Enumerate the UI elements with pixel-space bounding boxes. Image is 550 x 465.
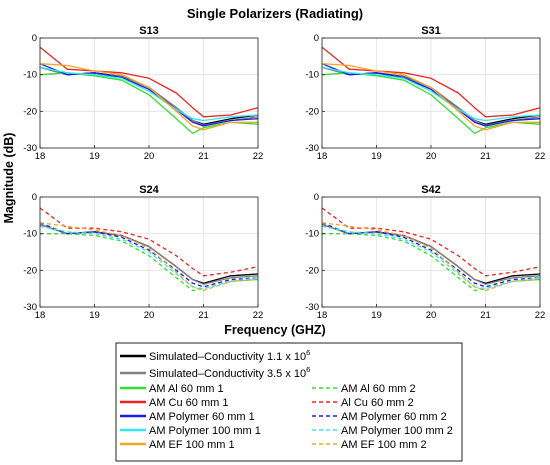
legend-label-al2: AM Al 60 mm 2 bbox=[341, 383, 416, 395]
y-tick-label: -10 bbox=[305, 70, 319, 81]
y-tick-label: -20 bbox=[23, 106, 37, 117]
legend-superscript: 6 bbox=[306, 348, 310, 357]
panel-title: S31 bbox=[421, 25, 441, 37]
x-tick-label: 22 bbox=[253, 310, 264, 321]
series-ef2 bbox=[39, 222, 259, 292]
panel-s24: 18 19 20 21 22 0 -10 -20 -30 S24 bbox=[23, 184, 263, 321]
series-cu1 bbox=[39, 46, 259, 118]
y-tick-label: 0 bbox=[314, 192, 319, 203]
legend: Simulated–Conductivity 1.1 x 106 Simulate… bbox=[115, 342, 463, 462]
y-tick-label: -30 bbox=[305, 302, 319, 313]
x-tick-label: 20 bbox=[144, 310, 155, 321]
panel-s31: 18 19 20 21 22 0 -10 -20 -30 S31 bbox=[305, 25, 545, 162]
y-tick-label: -20 bbox=[305, 106, 319, 117]
series-p1001 bbox=[321, 66, 541, 122]
legend-label-sim1: Simulated–Conductivity 1.1 x 106 bbox=[149, 348, 310, 363]
x-tick-label: 20 bbox=[426, 310, 437, 321]
series-ef2 bbox=[321, 222, 541, 292]
x-axis-label: Frequency (GHZ) bbox=[224, 323, 325, 337]
x-tick-label: 21 bbox=[480, 310, 491, 321]
series-p1001 bbox=[39, 66, 259, 122]
legend-label-sim35: Simulated–Conductivity 3.5 x 106 bbox=[149, 365, 310, 380]
panel-s13: 18 19 20 21 22 0 -10 -20 -30 S13 bbox=[23, 25, 263, 162]
legend-label-ef2: AM EF 100 mm 2 bbox=[341, 439, 427, 451]
x-tick-label: 18 bbox=[317, 310, 328, 321]
x-tick-label: 22 bbox=[253, 151, 264, 162]
y-tick-label: -10 bbox=[23, 70, 37, 81]
y-tick-label: -20 bbox=[23, 265, 37, 276]
x-tick-label: 21 bbox=[480, 151, 491, 162]
y-tick-label: -30 bbox=[23, 143, 37, 154]
series-ef1 bbox=[321, 63, 540, 131]
y-tick-label: 0 bbox=[32, 33, 37, 44]
panel-title: S42 bbox=[421, 184, 441, 196]
x-tick-label: 19 bbox=[371, 151, 382, 162]
legend-label-ef1: AM EF 100 mm 1 bbox=[149, 439, 235, 451]
x-tick-label: 20 bbox=[144, 151, 155, 162]
legend-label-al1: AM Al 60 mm 1 bbox=[149, 383, 224, 395]
x-tick-label: 21 bbox=[198, 151, 209, 162]
legend-label-p1001: AM Polymer 100 mm 1 bbox=[149, 425, 261, 437]
x-tick-label: 19 bbox=[89, 310, 100, 321]
series-cu2 bbox=[39, 207, 259, 277]
x-tick-label: 20 bbox=[426, 151, 437, 162]
chart-panels: 18 19 20 21 22 0 -10 -20 -30 S13 18 19 20 21 22 0 -10 -20… bbox=[23, 25, 545, 321]
y-tick-label: 0 bbox=[314, 33, 319, 44]
series-p602 bbox=[39, 222, 259, 288]
y-tick-label: -10 bbox=[305, 229, 319, 240]
legend-label-cu1: AM Cu 60 mm 1 bbox=[149, 397, 228, 409]
series-ef1 bbox=[39, 63, 258, 131]
y-tick-label: -20 bbox=[305, 265, 319, 276]
legend-label-p602: AM Polymer 60 mm 2 bbox=[341, 411, 447, 423]
x-tick-label: 22 bbox=[535, 310, 546, 321]
x-tick-label: 19 bbox=[371, 310, 382, 321]
y-tick-label: -10 bbox=[23, 229, 37, 240]
y-axis-label: Magnitude (dB) bbox=[2, 133, 16, 224]
x-tick-label: 18 bbox=[35, 310, 46, 321]
x-tick-label: 21 bbox=[198, 310, 209, 321]
panel-title: S13 bbox=[139, 25, 159, 37]
x-tick-label: 18 bbox=[35, 151, 46, 162]
panel-s42: 18 19 20 21 22 0 -10 -20 -30 S42 bbox=[305, 184, 545, 321]
series-p602 bbox=[321, 222, 541, 288]
legend-label-p1002: AM Polymer 100 mm 2 bbox=[341, 425, 453, 437]
x-tick-label: 22 bbox=[535, 151, 546, 162]
legend-superscript: 6 bbox=[306, 365, 310, 374]
legend-box bbox=[115, 342, 463, 462]
legend-label-cu2: Al Cu 60 mm 2 bbox=[341, 397, 414, 409]
legend-label-p601: AM Polymer 60 mm 1 bbox=[149, 411, 255, 423]
x-tick-label: 19 bbox=[89, 151, 100, 162]
y-tick-label: -30 bbox=[305, 143, 319, 154]
panel-title: S24 bbox=[139, 184, 159, 196]
series-cu1 bbox=[321, 46, 541, 118]
series-cu2 bbox=[321, 207, 541, 277]
y-tick-label: 0 bbox=[32, 192, 37, 203]
figure-title: Single Polarizers (Radiating) bbox=[187, 6, 363, 21]
y-tick-label: -30 bbox=[23, 302, 37, 313]
x-tick-label: 18 bbox=[317, 151, 328, 162]
